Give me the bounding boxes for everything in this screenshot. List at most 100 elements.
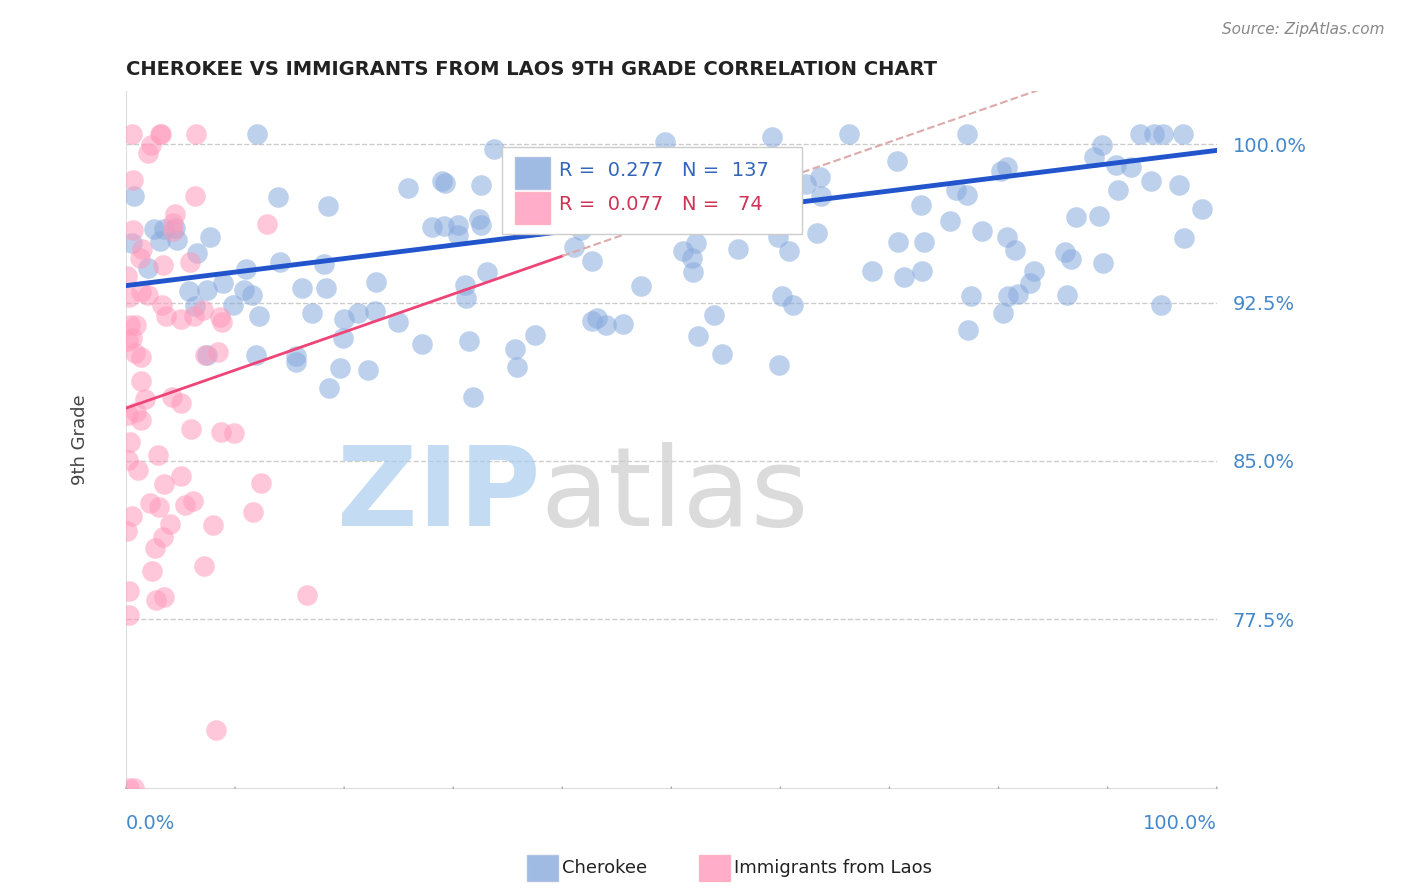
- Point: [150, 127, 173, 141]
- Point: [329, 361, 352, 376]
- Point: [146, 448, 169, 462]
- Point: [997, 289, 1019, 303]
- Point: [761, 130, 783, 145]
- Point: [562, 240, 585, 254]
- Point: [470, 218, 492, 232]
- Point: [153, 590, 176, 604]
- Point: [127, 463, 149, 477]
- Text: atlas: atlas: [540, 442, 808, 549]
- Text: R =  0.077: R = 0.077: [560, 195, 664, 214]
- Point: [1129, 127, 1152, 141]
- Point: [118, 434, 141, 449]
- Point: [945, 183, 967, 197]
- Point: [183, 309, 205, 323]
- Point: [117, 268, 139, 283]
- Point: [972, 224, 994, 238]
- Point: [447, 218, 470, 232]
- Point: [688, 329, 710, 343]
- Point: [256, 217, 278, 231]
- Point: [195, 348, 218, 362]
- Point: [778, 244, 800, 258]
- Point: [912, 235, 935, 249]
- Point: [586, 311, 609, 326]
- Point: [152, 530, 174, 544]
- Point: [246, 127, 269, 141]
- Point: [461, 390, 484, 404]
- Point: [1053, 245, 1076, 260]
- Point: [208, 310, 231, 324]
- Point: [179, 284, 201, 298]
- Point: [768, 358, 790, 372]
- Point: [581, 254, 603, 268]
- Point: [184, 127, 207, 141]
- Bar: [516, 193, 550, 224]
- Point: [184, 300, 207, 314]
- Point: [515, 170, 537, 185]
- Text: R =  0.277: R = 0.277: [560, 161, 664, 179]
- Point: [506, 360, 529, 375]
- Point: [297, 588, 319, 602]
- Point: [727, 242, 749, 256]
- Point: [612, 317, 634, 331]
- Point: [269, 255, 291, 269]
- Point: [149, 127, 172, 141]
- Point: [267, 190, 290, 204]
- Point: [141, 565, 163, 579]
- Point: [681, 251, 703, 265]
- Point: [766, 229, 789, 244]
- Text: Immigrants from Laos: Immigrants from Laos: [734, 859, 932, 877]
- Point: [457, 334, 479, 348]
- Point: [523, 327, 546, 342]
- Point: [191, 302, 214, 317]
- Point: [170, 396, 193, 410]
- Point: [956, 187, 979, 202]
- Point: [454, 291, 477, 305]
- Point: [183, 494, 205, 508]
- Point: [207, 345, 229, 359]
- Point: [808, 169, 831, 184]
- Point: [995, 230, 1018, 244]
- Point: [711, 347, 734, 361]
- Point: [676, 189, 699, 203]
- Point: [1088, 209, 1111, 223]
- Text: CHEROKEE VS IMMIGRANTS FROM LAOS 9TH GRADE CORRELATION CHART: CHEROKEE VS IMMIGRANTS FROM LAOS 9TH GRA…: [127, 60, 936, 78]
- Point: [886, 154, 908, 169]
- Point: [538, 213, 561, 227]
- Point: [1143, 127, 1166, 141]
- Point: [134, 392, 156, 407]
- Point: [960, 288, 983, 302]
- Point: [672, 244, 695, 258]
- Text: Source: ZipAtlas.com: Source: ZipAtlas.com: [1222, 22, 1385, 37]
- Point: [956, 127, 979, 141]
- Point: [129, 285, 152, 299]
- Point: [315, 280, 337, 294]
- Point: [1060, 252, 1083, 266]
- Point: [1173, 231, 1195, 245]
- Point: [1105, 158, 1128, 172]
- Point: [1152, 127, 1174, 141]
- Point: [179, 255, 201, 269]
- Point: [581, 314, 603, 328]
- Point: [475, 265, 498, 279]
- Point: [770, 289, 793, 303]
- Point: [118, 781, 141, 796]
- Point: [346, 306, 368, 320]
- Point: [121, 330, 143, 344]
- Point: [467, 212, 489, 227]
- Point: [1107, 183, 1129, 197]
- Point: [332, 331, 354, 345]
- Point: [170, 468, 193, 483]
- Point: [224, 426, 246, 441]
- Point: [118, 318, 141, 333]
- Point: [387, 315, 409, 329]
- Point: [166, 233, 188, 247]
- Point: [990, 164, 1012, 178]
- Point: [159, 516, 181, 531]
- Point: [124, 346, 146, 360]
- Point: [1168, 178, 1191, 192]
- Point: [129, 413, 152, 427]
- Point: [211, 277, 233, 291]
- FancyBboxPatch shape: [502, 147, 803, 235]
- Point: [139, 137, 162, 152]
- Point: [893, 269, 915, 284]
